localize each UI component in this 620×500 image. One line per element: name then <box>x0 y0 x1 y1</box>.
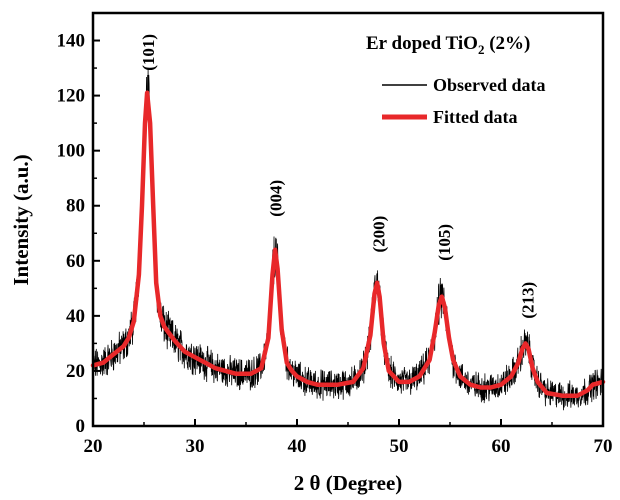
y-tick-label: 0 <box>76 416 86 437</box>
observed-data-line <box>92 68 604 411</box>
y-tick-label: 20 <box>66 361 85 382</box>
y-tick-label: 80 <box>66 196 85 217</box>
legend-label-fitted: Fitted data <box>433 107 518 127</box>
peak-label: (200) <box>370 216 389 253</box>
y-tick-label: 40 <box>66 306 85 327</box>
y-axis-title: Intensity (a.u.) <box>9 154 33 285</box>
x-tick-label: 50 <box>390 436 409 457</box>
x-tick-label: 60 <box>492 436 511 457</box>
legend: Er doped TiO2 (2%) Observed data Fitted … <box>366 33 546 127</box>
y-tick-label: 100 <box>57 141 86 162</box>
peak-label: (105) <box>435 224 454 261</box>
x-tick-label: 30 <box>186 436 205 457</box>
legend-label-observed: Observed data <box>433 75 546 95</box>
x-tick-label: 20 <box>84 436 103 457</box>
y-tick-label: 120 <box>57 86 86 107</box>
x-tick-label: 70 <box>594 436 613 457</box>
observed-series-layer <box>92 68 604 411</box>
peak-label: (213) <box>519 282 538 319</box>
y-tick-label: 60 <box>66 251 85 272</box>
peak-label: (101) <box>139 34 158 71</box>
peak-label: (004) <box>267 180 286 217</box>
x-axis-title: 2 θ (Degree) <box>294 471 403 495</box>
legend-title: Er doped TiO2 (2%) <box>366 33 530 57</box>
peak-annotations: (101) (004) (200) (105) (213) <box>139 34 537 319</box>
fitted-data-line <box>90 90 606 398</box>
fitted-series-layer <box>90 90 606 398</box>
y-tick-label: 140 <box>57 31 86 52</box>
x-tick-label: 40 <box>288 436 307 457</box>
